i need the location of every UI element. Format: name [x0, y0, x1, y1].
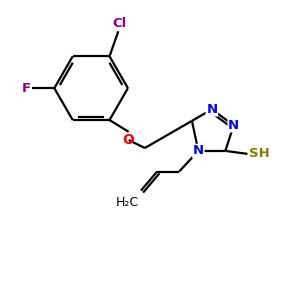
- Text: F: F: [22, 82, 31, 95]
- Text: SH: SH: [249, 147, 270, 161]
- Text: N: N: [206, 103, 218, 116]
- Text: O: O: [123, 133, 135, 147]
- Text: N: N: [193, 144, 204, 158]
- Text: Cl: Cl: [113, 17, 127, 30]
- Text: H₂C: H₂C: [116, 196, 139, 209]
- Text: N: N: [228, 119, 239, 132]
